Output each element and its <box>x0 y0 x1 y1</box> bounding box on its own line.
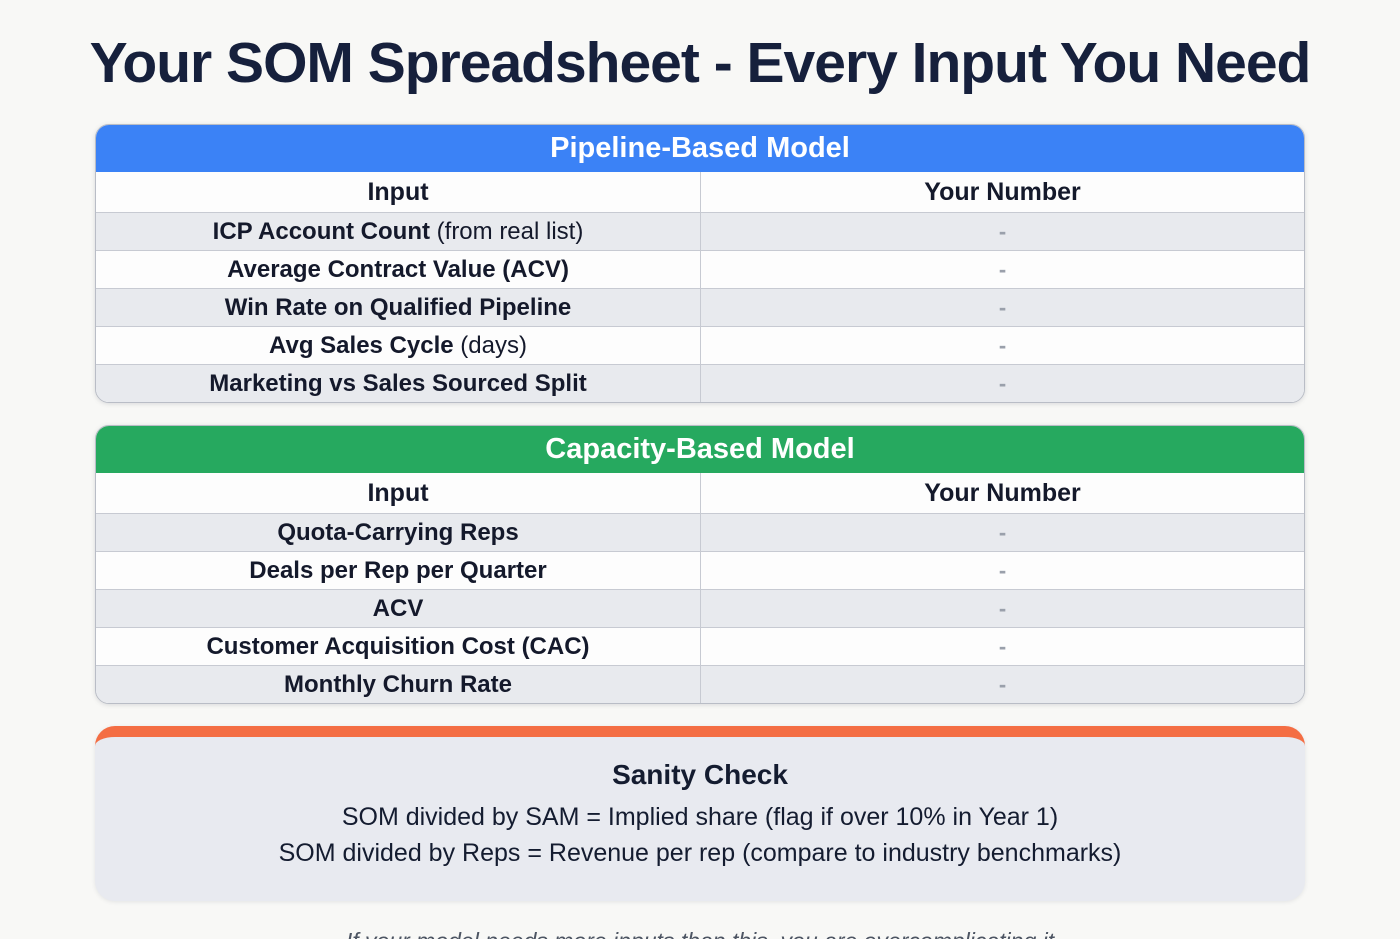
row-value: - <box>700 590 1304 627</box>
row-value: - <box>700 552 1304 589</box>
row-label: Quota-Carrying Reps <box>277 518 519 546</box>
row-label: Monthly Churn Rate <box>284 670 512 698</box>
footer-note: If your model needs more inputs than thi… <box>0 928 1400 939</box>
pipeline-table: Pipeline-Based Model Input Your Number I… <box>95 124 1305 403</box>
table-row: Avg Sales Cycle (days) - <box>96 326 1304 364</box>
sanity-check-box: Sanity Check SOM divided by SAM = Implie… <box>95 726 1305 901</box>
column-header-your-number: Your Number <box>700 473 1304 513</box>
sanity-check-title: Sanity Check <box>612 759 788 790</box>
column-header-input: Input <box>367 478 429 507</box>
row-label: ICP Account Count (from real list) <box>212 217 584 245</box>
row-value: - <box>700 628 1304 665</box>
row-value: - <box>700 251 1304 288</box>
column-header-your-number: Your Number <box>700 172 1304 212</box>
capacity-table: Capacity-Based Model Input Your Number Q… <box>95 425 1305 704</box>
pipeline-column-headers: Input Your Number <box>96 172 1304 212</box>
table-row: Customer Acquisition Cost (CAC) - <box>96 627 1304 665</box>
row-value: - <box>700 514 1304 551</box>
row-label: Customer Acquisition Cost (CAC) <box>206 632 590 660</box>
infographic-page: Your SOM Spreadsheet - Every Input You N… <box>0 30 1400 939</box>
row-label: Average Contract Value (ACV) <box>227 255 569 283</box>
table-row: Monthly Churn Rate - <box>96 665 1304 703</box>
capacity-table-title: Capacity-Based Model <box>96 426 1304 473</box>
table-row: Quota-Carrying Reps - <box>96 513 1304 551</box>
row-label: Win Rate on Qualified Pipeline <box>224 293 572 321</box>
table-row: ICP Account Count (from real list) - <box>96 212 1304 250</box>
table-row: Average Contract Value (ACV) - <box>96 250 1304 288</box>
table-row: ACV - <box>96 589 1304 627</box>
row-value: - <box>700 213 1304 250</box>
row-value: - <box>700 365 1304 402</box>
row-label: Marketing vs Sales Sourced Split <box>209 369 587 397</box>
column-header-input: Input <box>367 177 429 206</box>
capacity-column-headers: Input Your Number <box>96 473 1304 513</box>
sanity-check-line: SOM divided by SAM = Implied share (flag… <box>341 803 1059 831</box>
row-value: - <box>700 666 1304 703</box>
table-row: Win Rate on Qualified Pipeline - <box>96 288 1304 326</box>
table-row: Deals per Rep per Quarter - <box>96 551 1304 589</box>
page-title: Your SOM Spreadsheet - Every Input You N… <box>89 31 1312 95</box>
row-value: - <box>700 289 1304 326</box>
sanity-check-line: SOM divided by Reps = Revenue per rep (c… <box>278 839 1122 867</box>
pipeline-table-title: Pipeline-Based Model <box>96 125 1304 172</box>
row-label: Avg Sales Cycle (days) <box>269 331 527 359</box>
table-row: Marketing vs Sales Sourced Split - <box>96 364 1304 402</box>
row-label: ACV <box>372 594 424 622</box>
row-value: - <box>700 327 1304 364</box>
row-label: Deals per Rep per Quarter <box>249 556 547 584</box>
